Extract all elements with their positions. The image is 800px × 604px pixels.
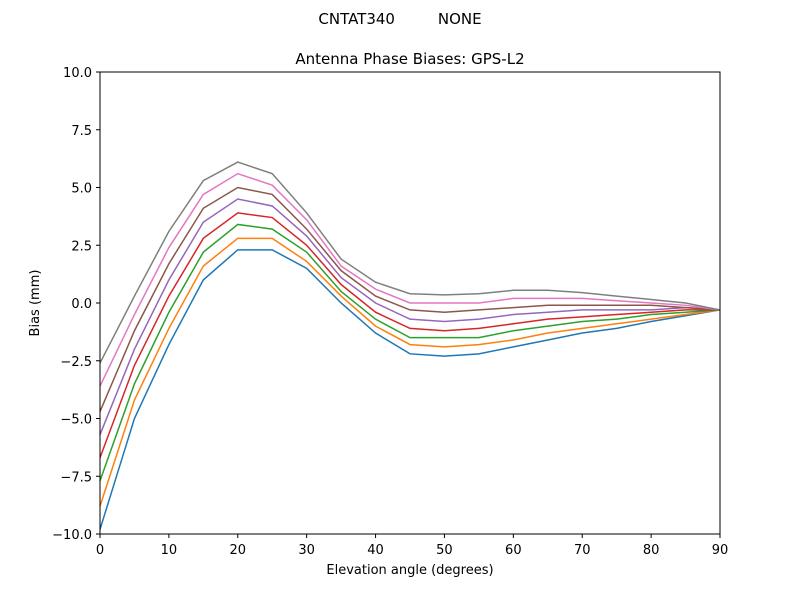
y-tick-label: 10.0 [63, 66, 92, 81]
series-line [99, 161, 721, 364]
figure-suptitle: CNTAT340 NONE [318, 10, 481, 28]
series-line [99, 237, 721, 507]
y-tick-label: −7.5 [60, 470, 92, 485]
series-line [99, 172, 721, 387]
chart-title: Antenna Phase Biases: GPS-L2 [295, 50, 524, 68]
x-tick-label: 20 [230, 543, 247, 558]
x-tick-label: 30 [298, 543, 315, 558]
series-line [99, 249, 721, 530]
y-tick-label: −5.0 [60, 413, 92, 428]
x-tick-label: 40 [367, 543, 384, 558]
x-tick-label: 70 [574, 543, 591, 558]
x-tick-label: 10 [161, 543, 178, 558]
series-line [99, 198, 721, 435]
y-tick-label: 7.5 [71, 124, 92, 139]
y-tick-label: −2.5 [60, 355, 92, 370]
series-line [99, 186, 721, 412]
y-tick-label: −10.0 [52, 528, 92, 543]
x-tick-label: 90 [712, 543, 729, 558]
x-axis-ticks: 0 10 20 30 40 50 60 70 80 90 [96, 534, 728, 558]
y-axis-ticks: 10.0 7.5 5.0 2.5 0.0 −2.5 −5.0 −7.5 −10.0 [52, 66, 100, 543]
x-tick-label: 50 [436, 543, 453, 558]
y-tick-label: 5.0 [71, 182, 92, 197]
x-axis-label: Elevation angle (degrees) [326, 563, 493, 578]
y-tick-label: 2.5 [71, 239, 92, 254]
y-tick-label: 0.0 [71, 297, 92, 312]
x-tick-label: 80 [643, 543, 660, 558]
series-lines [99, 161, 721, 530]
y-axis-label: Bias (mm) [28, 270, 43, 337]
series-line [99, 223, 721, 482]
x-tick-label: 0 [96, 543, 104, 558]
series-line [99, 212, 720, 459]
x-tick-label: 60 [505, 543, 522, 558]
